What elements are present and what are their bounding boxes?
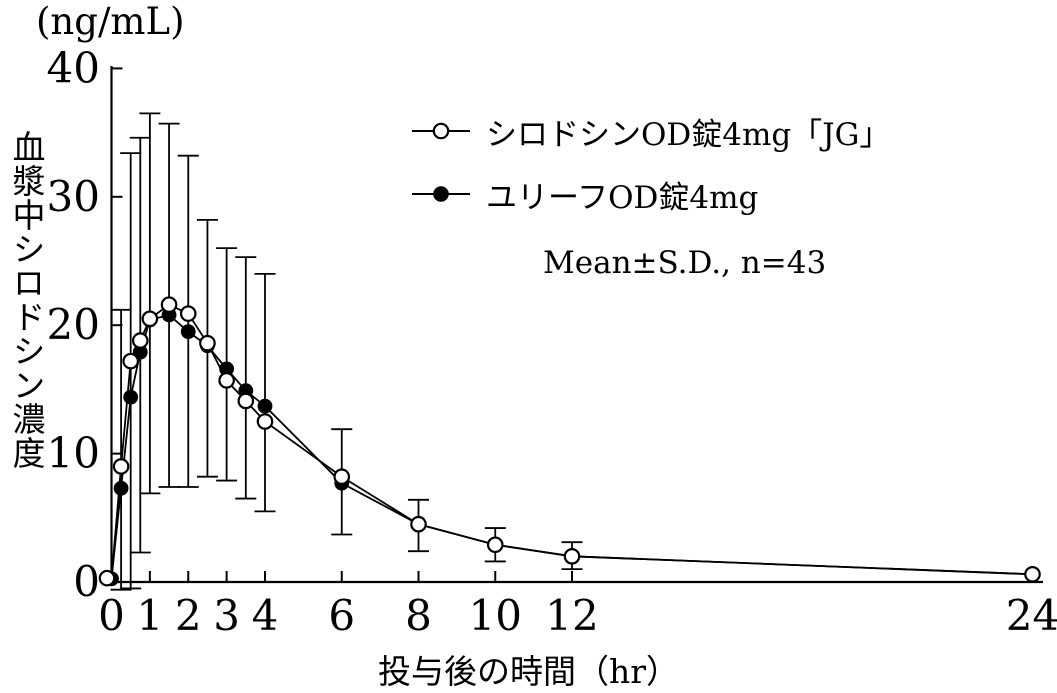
data-point-jg [179,305,197,322]
x-tick-label: 1 [137,591,164,640]
x-tick-label: 6 [328,591,355,640]
x-tick-label: 8 [405,591,432,640]
x-tick-label: 0 [98,591,125,640]
series-jg-line [110,303,1033,579]
data-point-jg [199,334,216,352]
x-tick-label: 12 [545,591,598,640]
data-point-jg [131,332,149,349]
data-point-jg [122,352,139,370]
data-point-jg [410,515,427,533]
x-tick-label: 10 [469,591,522,640]
data-point-jg [563,548,581,565]
y-tick-label: 40 [47,43,100,92]
open-circle-marker-icon [412,122,470,140]
data-point-jg [218,372,235,389]
x-tick-label: 4 [252,591,279,640]
data-point-jg [98,569,116,587]
data-point-jg [112,458,130,475]
x-tick-label: 24 [1006,591,1057,640]
legend-item-urief: ユリーフOD錠4mg [412,171,890,217]
data-point-jg [141,310,159,328]
filled-circle-marker-icon [412,186,470,202]
y-axis-ticks: 0 10 20 30 40 [47,43,123,606]
x-axis-ticks: 0 1 2 3 4 6 8 10 12 24 [98,571,1057,640]
legend-item-jg: シロドシンOD錠4mg「JG」 [412,108,890,154]
y-tick-label: 0 [73,557,100,606]
data-point-jg [160,296,178,313]
series-urief-line [110,313,1033,579]
x-axis-title: 投与後の時間（hr） [377,652,680,691]
data-point-urief [123,389,139,405]
data-point-urief [257,398,273,414]
data-point-jg [486,536,504,554]
y-tick-label: 10 [47,429,100,478]
legend-note: Mean±S.D., n=43 [543,245,827,281]
data-point-urief [180,324,196,340]
y-axis-unit-label: (ng/mL) [36,0,185,43]
legend-label-urief: ユリーフOD錠4mg [486,179,759,216]
data-point-jg [1024,565,1041,583]
data-point-urief [113,480,129,496]
data-point-jg [237,392,255,410]
data-point-jg [256,413,274,430]
y-tick-label: 20 [47,300,100,349]
legend: シロドシンOD錠4mg「JG」 ユリーフOD錠4mg Mean±S.D., n=… [412,108,890,281]
data-point-jg [333,468,351,486]
legend-label-jg: シロドシンOD錠4mg「JG」 [486,116,891,153]
y-tick-label: 30 [47,172,100,221]
series-jg-markers [98,296,1041,587]
x-tick-label: 3 [213,591,240,640]
y-axis-title: 血漿中シロドシン濃度 [7,130,46,470]
x-tick-label: 2 [175,591,202,640]
